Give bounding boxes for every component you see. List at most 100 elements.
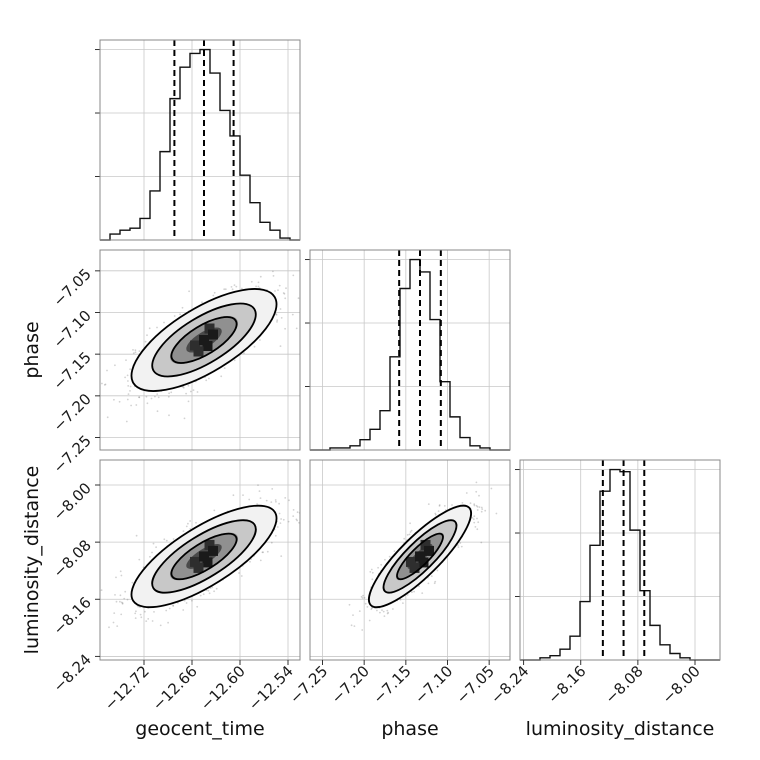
sample-point [257,281,260,284]
sample-point [282,292,285,294]
grid-geocent_time [100,40,300,240]
sample-point [113,398,115,401]
sample-point [460,545,463,548]
sample-point [292,515,295,517]
sample-point [266,550,269,553]
sample-point [480,510,483,513]
sample-point [135,610,137,613]
sample-point [366,606,369,608]
sample-point [469,502,472,505]
sample-point [120,574,123,577]
sample-point [131,581,134,584]
sample-point [183,417,186,420]
sample-point [106,369,108,372]
sample-point [490,487,493,490]
sample-point [115,576,117,579]
sample-point [370,608,373,611]
sample-point [271,488,274,490]
sample-point [130,404,133,407]
sample-point [185,525,188,528]
x-axis-geocent_time: −12.72−12.66−12.60−12.54 geocent_time [101,660,297,740]
panel-frame [309,249,511,451]
sample-point [277,289,279,291]
sample-point [224,288,227,291]
sample-point [182,530,185,532]
sample-point [151,620,154,622]
x-tick-label: −8.16 [544,662,589,707]
panel-frame [99,249,301,451]
sample-point [165,609,168,612]
density-bin [193,346,204,357]
sample-point [257,285,260,288]
panel-content [310,460,510,660]
sample-point [100,589,103,591]
sample-point [208,377,210,380]
density-bin [420,539,431,550]
sample-point [220,375,223,378]
sample-point [352,614,354,616]
sample-point [231,288,234,291]
sample-point [207,589,210,592]
sample-point [300,509,302,511]
x-axis-luminosity_distance: −8.24 −8.16 −8.08 −8.00 luminosity_distance [487,660,714,740]
sample-point [127,385,130,387]
sample-point [409,531,412,533]
sample-point [386,609,389,612]
sample-point [270,501,273,503]
density-bin [204,323,215,334]
density-bin [190,340,200,351]
sample-point [371,607,373,610]
sample-point [408,533,411,536]
sample-point [154,395,156,398]
sample-point [413,590,415,593]
sample-point [257,484,259,486]
sample-point [348,603,351,606]
sample-point [118,400,121,403]
panel-frame [99,39,301,241]
sample-point [259,559,262,562]
sample-point [185,392,188,395]
sample-point [275,500,277,503]
sample-point [410,529,413,532]
sample-point [476,509,479,511]
sample-point [119,570,122,573]
sample-point [132,352,135,355]
sample-point [473,503,476,506]
sample-point [223,288,226,291]
sample-point [134,349,137,352]
sample-point [437,510,440,512]
sample-point [196,391,199,393]
sample-point [104,383,107,386]
sample-point [163,538,166,541]
sample-point [484,509,487,512]
y-tick-label: −7.25 [50,432,95,477]
sample-point [291,313,294,316]
sample-point [304,509,306,511]
contour-line-2 [396,532,444,581]
sample-point [272,275,275,277]
hist-panel-phase [305,249,511,451]
contour-line-2 [170,316,238,364]
panel-frame [309,459,511,661]
sample-point [205,379,208,382]
sample-point [153,611,155,613]
y-tick-label: −8.24 [50,651,95,696]
sample-point [101,382,103,385]
sample-point [140,616,143,619]
sample-point [473,521,476,524]
sample-point [135,404,138,406]
y-axis-luminosity_distance: −8.24 −8.16 −8.08 −8.00 luminosity_distance [21,466,100,696]
contour-line-0 [368,504,472,609]
sample-point [196,605,199,608]
sample-point [168,392,171,395]
sample-point [473,504,476,507]
sample-point [188,290,191,293]
scatter-panel-phase-luminosity_distance [309,459,511,661]
sample-point [253,345,256,348]
sample-point [155,546,158,549]
sample-point [284,327,286,330]
y-tick-label: −7.10 [50,307,95,352]
x-tick-label: −8.08 [601,662,646,707]
